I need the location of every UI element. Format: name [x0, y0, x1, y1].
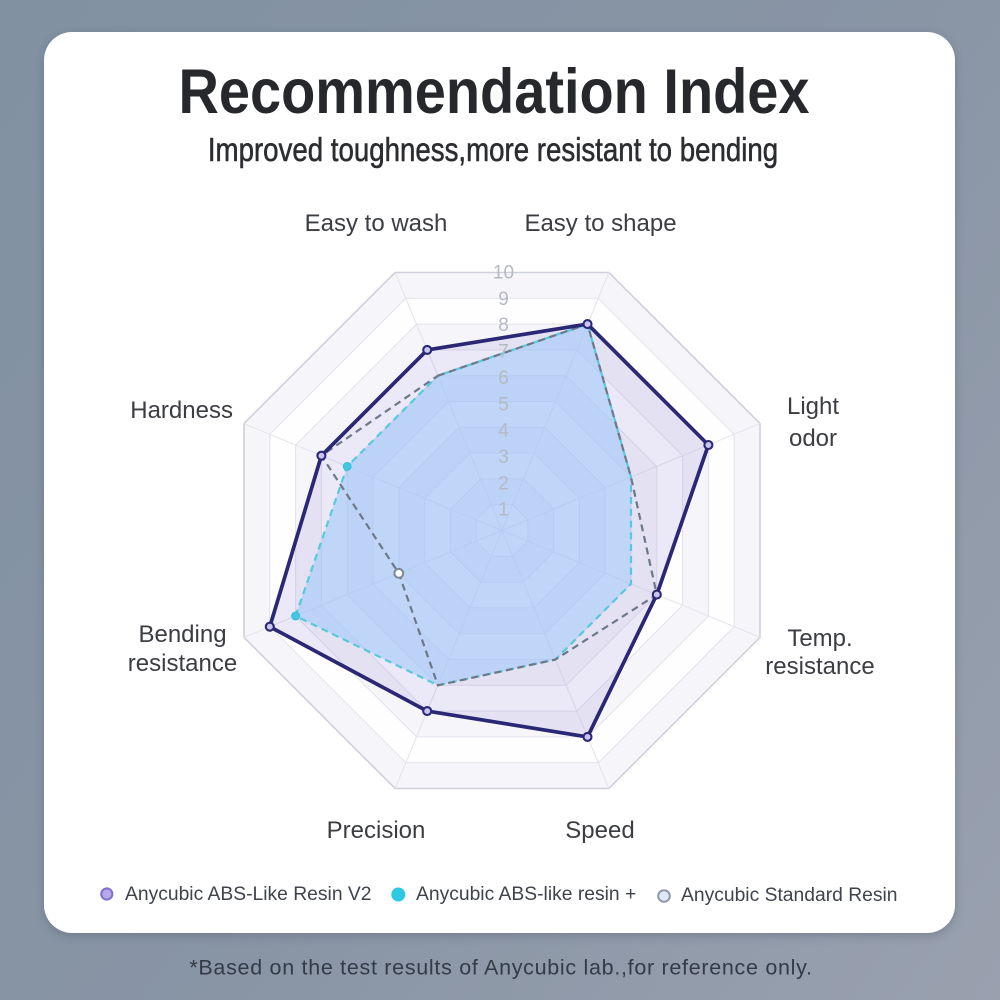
svg-text:8: 8	[498, 315, 509, 336]
svg-text:5: 5	[498, 394, 509, 415]
svg-text:2: 2	[498, 473, 509, 494]
svg-text:7: 7	[498, 342, 509, 363]
svg-text:4: 4	[498, 421, 509, 442]
svg-text:1: 1	[498, 500, 509, 521]
svg-text:6: 6	[498, 368, 509, 389]
svg-text:10: 10	[493, 263, 514, 284]
svg-text:3: 3	[498, 447, 509, 468]
svg-text:9: 9	[498, 289, 509, 310]
